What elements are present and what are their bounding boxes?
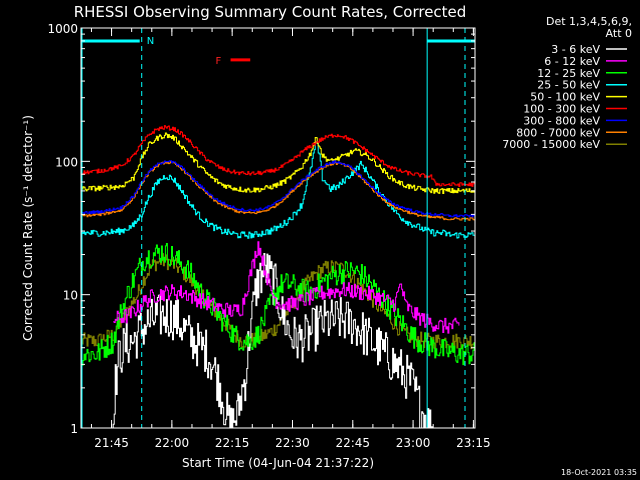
x-tick-label: 22:15 (215, 436, 250, 450)
annotation-layer: N F (81, 28, 475, 428)
chart-title: RHESSI Observing Summary Count Rates, Co… (74, 3, 467, 21)
series-line (81, 243, 475, 366)
y-tick-label: 1000 (47, 22, 78, 36)
x-tick-label: 22:30 (275, 436, 310, 450)
legend-label: 6 - 12 keV (544, 55, 600, 68)
axes: 21:45 22:00 22:15 22:30 22:45 23:00 23:15 1 10 10… (47, 22, 490, 450)
x-tick-label: 21:45 (94, 436, 129, 450)
series-line (81, 160, 475, 218)
x-tick-label: 23:15 (456, 436, 491, 450)
series-line (112, 253, 434, 428)
series-line (113, 241, 460, 334)
detector-info-line: Att 0 (606, 27, 632, 40)
legend-label: 7000 - 15000 keV (502, 138, 600, 151)
y-tick-label: 10 (63, 289, 78, 303)
series-line (81, 141, 475, 239)
legend-label: 800 - 7000 keV (516, 126, 600, 139)
legend-label: 25 - 50 keV (537, 79, 600, 92)
y-tick-label: 1 (70, 422, 78, 436)
legend-label: 3 - 6 keV (551, 43, 600, 56)
legend-label: 50 - 100 keV (530, 91, 600, 104)
x-tick-label: 22:45 (335, 436, 370, 450)
legend-label: 300 - 800 keV (523, 114, 600, 127)
series-line (81, 125, 475, 187)
series-layer (81, 125, 475, 428)
flag-label: F (216, 56, 222, 67)
series-line (81, 132, 475, 194)
x-tick-label: 22:00 (155, 436, 190, 450)
x-axis-label: Start Time (04-Jun-04 21:37:22) (182, 456, 374, 470)
legend-label: 100 - 300 keV (523, 103, 600, 116)
y-tick-label: 100 (55, 155, 78, 169)
series-line (81, 161, 475, 221)
detector-info-line: Det 1,3,4,5,6,9, (546, 15, 632, 28)
legend-label: 12 - 25 keV (537, 67, 600, 80)
x-tick-label: 23:00 (396, 436, 431, 450)
y-axis-label: Corrected Count Rate (s⁻¹ detector⁻¹) (21, 115, 35, 341)
night-label: N (147, 36, 154, 47)
plot-frame (80, 27, 476, 429)
footer-timestamp: 18-Oct-2021 03:35 (561, 468, 637, 477)
